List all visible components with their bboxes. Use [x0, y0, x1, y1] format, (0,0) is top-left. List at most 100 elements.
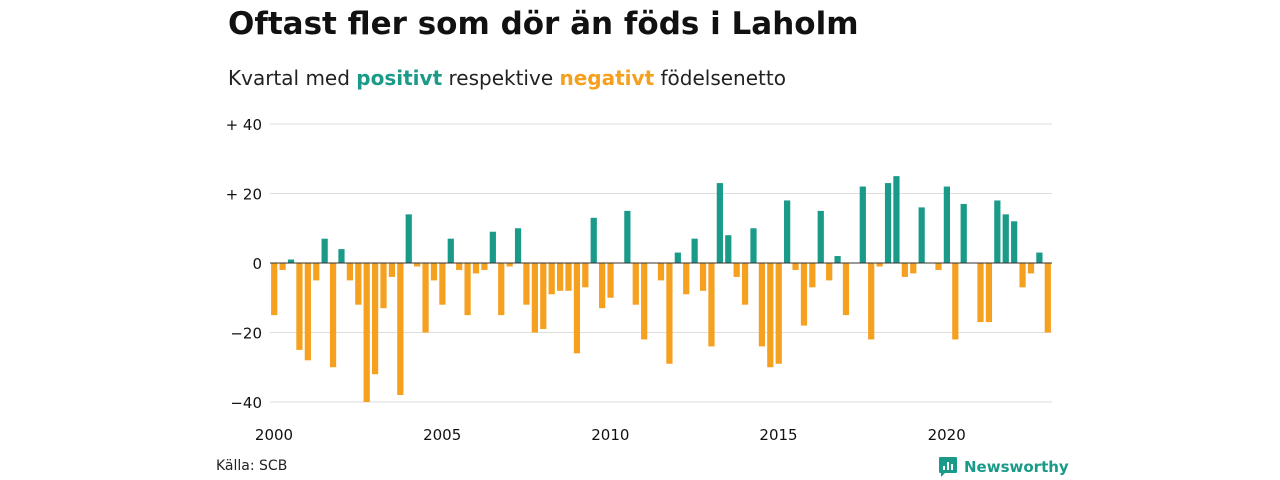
bar-2003-Q2 — [380, 263, 387, 309]
bar-2014-Q2 — [750, 228, 757, 263]
bar-2000-Q1 — [271, 263, 278, 316]
bar-2019-Q1 — [910, 263, 917, 274]
x-tick-label: 2005 — [423, 426, 461, 444]
bar-2004-Q2 — [414, 263, 421, 267]
bar-2016-Q4 — [834, 256, 841, 263]
bar-2012-Q4 — [699, 263, 707, 291]
bar-2023-Q1 — [1044, 263, 1051, 333]
bar-2009-Q2 — [582, 263, 589, 288]
bar-2021-Q1 — [977, 263, 984, 323]
bar-2018-Q1 — [876, 263, 883, 267]
newsworthy-logo-icon — [939, 457, 957, 477]
bar-2019-Q4 — [935, 263, 942, 270]
x-tick-labels: 2000 2005 2010 2015 2020 — [255, 426, 966, 444]
bar-2022-Q1 — [1011, 221, 1018, 263]
bar-2015-Q3 — [792, 263, 799, 270]
bar-2013-Q4 — [733, 263, 740, 277]
bar-2011-Q1 — [641, 263, 648, 340]
bar-2008-Q1 — [540, 263, 547, 330]
x-tick-label: 2000 — [255, 426, 293, 444]
bar-2006-Q3 — [489, 231, 496, 263]
bar-2005-Q3 — [456, 263, 463, 270]
bar-2005-Q2 — [447, 238, 454, 263]
bar-2016-Q3 — [826, 263, 833, 281]
bar-2000-Q3 — [287, 259, 295, 263]
bar-2021-Q2 — [985, 263, 993, 323]
bar-2002-Q4 — [363, 263, 370, 402]
bar-2003-Q4 — [397, 263, 404, 396]
subtitle-prefix: Kvartal med — [228, 66, 350, 90]
bar-2020-Q3 — [960, 203, 967, 263]
bar-2019-Q2 — [918, 207, 925, 263]
bar-2014-Q3 — [758, 263, 766, 347]
bar-2015-Q1 — [775, 263, 782, 364]
bar-2006-Q2 — [481, 263, 488, 270]
y-tick-labels: + 40 + 20 0 −20 −40 — [226, 116, 262, 412]
brand-name: Newsworthy — [964, 458, 1069, 476]
bar-2009-Q1 — [573, 263, 581, 354]
bar-2021-Q4 — [1002, 214, 1009, 263]
bar-2022-Q2 — [1019, 263, 1026, 288]
bar-2012-Q1 — [674, 252, 681, 263]
bar-2016-Q2 — [817, 210, 824, 264]
subtitle-suffix: födelsenetto — [660, 66, 786, 90]
bar-2004-Q3 — [422, 263, 429, 333]
y-tick-label: 0 — [252, 255, 262, 273]
bar-2007-Q1 — [506, 263, 513, 267]
bar-2022-Q3 — [1027, 263, 1035, 274]
bar-2010-Q4 — [632, 263, 639, 305]
bar-2006-Q4 — [498, 263, 505, 316]
bar-2022-Q4 — [1036, 252, 1043, 263]
bar-2000-Q2 — [279, 263, 286, 270]
bar-2004-Q1 — [405, 214, 412, 263]
bar-2018-Q3 — [893, 176, 900, 264]
bar-2010-Q1 — [607, 263, 614, 298]
bar-2005-Q4 — [464, 263, 471, 316]
bar-2014-Q1 — [741, 263, 749, 305]
bar-2015-Q2 — [784, 200, 791, 263]
bar-2007-Q4 — [531, 263, 538, 333]
bar-2013-Q2 — [716, 183, 723, 263]
bar-2006-Q1 — [472, 263, 480, 274]
bar-2011-Q3 — [657, 263, 665, 281]
bar-2001-Q2 — [313, 263, 320, 281]
bar-2010-Q3 — [624, 210, 631, 264]
bar-2007-Q2 — [514, 228, 522, 263]
bar-2008-Q2 — [548, 263, 555, 295]
bar-2004-Q4 — [430, 263, 438, 281]
bar-2009-Q4 — [599, 263, 606, 309]
bar-2005-Q1 — [439, 263, 446, 305]
bar-2003-Q3 — [388, 263, 396, 277]
source-note: Källa: SCB — [216, 458, 288, 474]
bar-2009-Q3 — [590, 217, 597, 263]
bar-2008-Q4 — [565, 263, 572, 291]
bar-2012-Q3 — [691, 238, 698, 263]
bar-2001-Q3 — [321, 238, 328, 263]
bar-2007-Q3 — [523, 263, 530, 305]
bar-2011-Q4 — [666, 263, 673, 364]
bar-2018-Q4 — [901, 263, 908, 277]
bar-2002-Q3 — [355, 263, 362, 305]
bar-2001-Q1 — [304, 263, 311, 361]
bar-2003-Q1 — [372, 263, 379, 375]
bar-2000-Q4 — [296, 263, 303, 350]
brand-logo: Newsworthy — [938, 456, 1069, 478]
bar-2012-Q2 — [683, 263, 690, 295]
bar-2013-Q3 — [725, 235, 732, 263]
chart-subtitle: Kvartal med positivt respektive negativt… — [228, 66, 786, 90]
bar-2018-Q2 — [884, 183, 892, 263]
y-tick-label: + 20 — [226, 186, 262, 204]
bar-2016-Q1 — [809, 263, 816, 288]
bar-2017-Q4 — [868, 263, 875, 340]
bar-2001-Q4 — [329, 263, 337, 368]
y-tick-label: −20 — [230, 325, 262, 343]
y-tick-label: + 40 — [226, 116, 262, 134]
bar-2021-Q3 — [994, 200, 1001, 263]
bar-2020-Q2 — [952, 263, 959, 340]
bar-2020-Q1 — [943, 186, 950, 263]
subtitle-positive-word: positivt — [356, 66, 443, 90]
bar-2002-Q2 — [346, 263, 353, 281]
bar-2014-Q4 — [767, 263, 774, 368]
bar-2008-Q3 — [556, 263, 564, 291]
bars — [271, 176, 1051, 402]
